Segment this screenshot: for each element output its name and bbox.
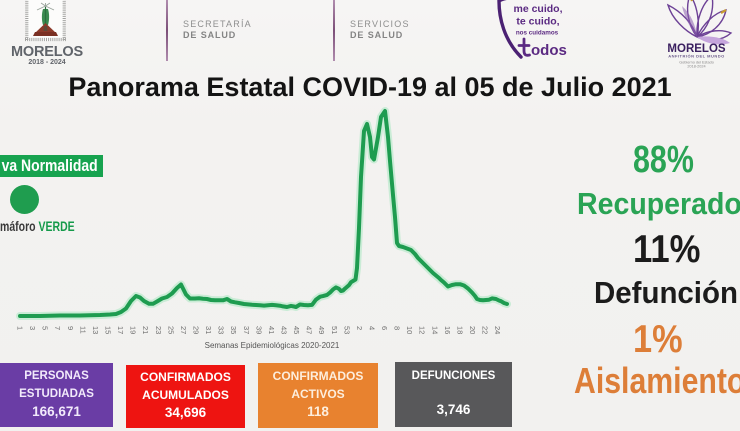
svg-text:1: 1 bbox=[16, 326, 25, 330]
svg-text:18: 18 bbox=[455, 326, 464, 334]
svg-text:12: 12 bbox=[418, 326, 427, 334]
svg-text:14: 14 bbox=[430, 326, 439, 334]
svg-text:3: 3 bbox=[28, 326, 37, 330]
svg-text:Semanas Epidemiológicas 2020-2: Semanas Epidemiológicas 2020-2021 bbox=[205, 341, 340, 350]
svg-text:16: 16 bbox=[443, 326, 452, 334]
svg-text:me cuido,: me cuido, bbox=[513, 3, 562, 15]
svg-text:49: 49 bbox=[317, 326, 326, 334]
svg-text:ANFITRIÓN DEL MUNDO: ANFITRIÓN DEL MUNDO bbox=[668, 54, 725, 59]
svg-text:47: 47 bbox=[305, 326, 314, 334]
svg-text:19: 19 bbox=[129, 326, 138, 334]
svg-text:25: 25 bbox=[166, 326, 175, 334]
svg-text:31: 31 bbox=[204, 326, 213, 334]
svg-text:10: 10 bbox=[405, 326, 414, 334]
svg-text:17: 17 bbox=[116, 326, 125, 334]
svg-text:33: 33 bbox=[217, 326, 226, 334]
svg-text:Gobierno del Estado: Gobierno del Estado bbox=[679, 61, 714, 65]
svg-text:27: 27 bbox=[179, 326, 188, 334]
svg-text:22: 22 bbox=[481, 326, 490, 334]
svg-text:37: 37 bbox=[242, 326, 251, 334]
svg-text:23: 23 bbox=[154, 326, 163, 334]
svg-text:MORELOS: MORELOS bbox=[667, 43, 725, 55]
svg-text:11: 11 bbox=[78, 326, 87, 334]
svg-text:51: 51 bbox=[330, 326, 339, 334]
svg-text:9: 9 bbox=[66, 326, 75, 330]
svg-text:20: 20 bbox=[468, 326, 477, 334]
svg-text:35: 35 bbox=[229, 326, 238, 334]
svg-text:53: 53 bbox=[342, 326, 351, 334]
svg-text:nos cuidamos: nos cuidamos bbox=[516, 30, 559, 37]
svg-text:45: 45 bbox=[292, 326, 301, 334]
svg-text:13: 13 bbox=[91, 326, 100, 334]
svg-text:5: 5 bbox=[41, 326, 50, 330]
svg-text:15: 15 bbox=[104, 326, 113, 334]
svg-text:43: 43 bbox=[280, 326, 289, 334]
svg-text:2: 2 bbox=[355, 326, 364, 330]
svg-text:39: 39 bbox=[254, 326, 263, 334]
svg-text:29: 29 bbox=[192, 326, 201, 334]
svg-text:2018-2024: 2018-2024 bbox=[687, 65, 705, 69]
svg-text:41: 41 bbox=[267, 326, 276, 334]
svg-text:24: 24 bbox=[493, 326, 502, 334]
svg-text:odos: odos bbox=[531, 42, 567, 59]
svg-text:21: 21 bbox=[141, 326, 150, 334]
svg-text:te cuido,: te cuido, bbox=[516, 16, 559, 28]
svg-text:4: 4 bbox=[368, 326, 377, 330]
svg-text:7: 7 bbox=[53, 326, 62, 330]
svg-text:8: 8 bbox=[393, 326, 402, 330]
svg-text:6: 6 bbox=[380, 326, 389, 330]
